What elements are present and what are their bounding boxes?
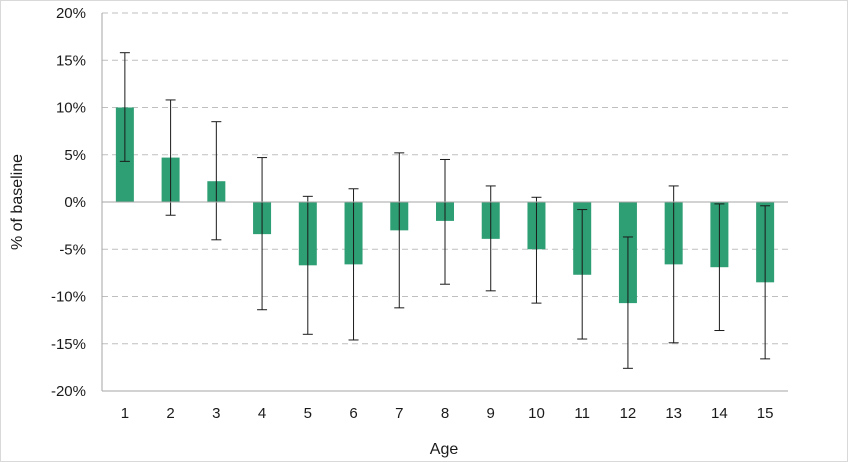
- x-tick-label: 3: [212, 405, 220, 422]
- x-tick-label: 15: [757, 405, 774, 422]
- x-tick-label: 13: [665, 405, 682, 422]
- error-bars: [119, 52, 771, 369]
- y-tick-label: 15%: [56, 52, 86, 69]
- x-tick-label: 2: [166, 405, 174, 422]
- x-tick-label: 5: [304, 405, 312, 422]
- y-tick-label: 0%: [64, 194, 86, 211]
- y-tick-label: -15%: [51, 336, 86, 353]
- y-tick-label: 10%: [56, 100, 86, 117]
- x-tick-label: 1: [121, 405, 129, 422]
- y-tick-label: -10%: [51, 289, 86, 306]
- x-tick-label: 6: [349, 405, 357, 422]
- y-tick-label: -20%: [51, 383, 86, 400]
- y-tick-label: 5%: [64, 147, 86, 164]
- x-tick-label: 4: [258, 405, 266, 422]
- x-tick-label: 14: [711, 405, 728, 422]
- x-tick-label: 9: [487, 405, 495, 422]
- x-axis-title: Age: [430, 441, 459, 458]
- y-axis-title: % of baseline: [9, 154, 26, 250]
- y-tick-label: 20%: [56, 5, 86, 22]
- x-tick-label: 12: [620, 405, 637, 422]
- y-tick-label: -5%: [59, 241, 86, 258]
- x-tick-label: 8: [441, 405, 449, 422]
- x-tick-label: 10: [528, 405, 545, 422]
- axes: [101, 13, 788, 392]
- x-tick-label: 7: [395, 405, 403, 422]
- tick-labels: 20%15%10%5%0%-5%-10%-15%-20%1 2 3 4 5 6 7 8 9 10 1…: [51, 5, 774, 422]
- x-tick-label: 11: [574, 405, 590, 422]
